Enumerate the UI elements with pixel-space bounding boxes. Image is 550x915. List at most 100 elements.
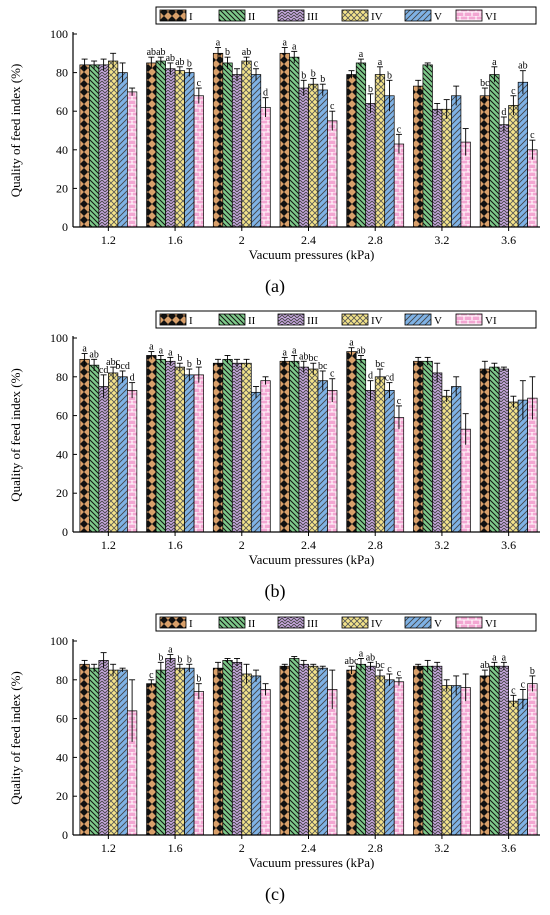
significance-label: b xyxy=(196,357,201,368)
significance-label: b xyxy=(187,59,192,70)
significance-label: a xyxy=(492,652,497,663)
bar xyxy=(193,95,204,228)
x-tick-label: 3.2 xyxy=(434,538,449,552)
legend: I II III IV V VI xyxy=(155,613,537,632)
legend-swatch xyxy=(218,616,246,629)
significance-label: bc xyxy=(318,361,328,372)
bar xyxy=(89,364,100,533)
bar xyxy=(346,669,357,836)
bar xyxy=(298,663,309,836)
bar xyxy=(250,391,262,533)
legend-label: VI xyxy=(485,618,497,630)
legend-swatch xyxy=(404,616,432,629)
y-axis-label: Quality of feed index (%) xyxy=(8,671,23,805)
bar xyxy=(117,376,128,533)
x-axis-label: Vacuum pressures (kPa) xyxy=(249,247,375,262)
legend-swatch xyxy=(159,9,187,22)
x-tick-label: 1.6 xyxy=(168,538,183,552)
significance-label: c xyxy=(397,124,402,135)
y-tick-label: 80 xyxy=(56,370,68,384)
significance-label: bc xyxy=(309,353,319,364)
y-tick-label: 20 xyxy=(56,486,68,500)
legend-swatch xyxy=(341,9,369,22)
x-tick-label: 1.2 xyxy=(101,233,116,247)
significance-label: a xyxy=(492,57,497,68)
significance-label: c xyxy=(197,78,202,89)
legend-swatch xyxy=(277,616,305,629)
significance-label: a xyxy=(292,345,297,356)
bar xyxy=(260,106,271,228)
bar xyxy=(89,64,100,228)
bar xyxy=(155,669,166,836)
bar xyxy=(384,679,395,836)
bar xyxy=(508,105,519,228)
legend-label: VI xyxy=(485,11,497,23)
bar xyxy=(222,62,233,228)
bar xyxy=(298,87,309,228)
bar xyxy=(250,675,262,836)
legend: I II III IV V VI xyxy=(155,6,537,25)
bar xyxy=(498,665,509,836)
bar xyxy=(365,390,376,533)
significance-label: ab xyxy=(166,53,175,64)
bar xyxy=(146,355,157,533)
significance-label: c xyxy=(511,685,516,696)
bar xyxy=(451,386,462,533)
panel-label: (a) xyxy=(265,276,285,297)
y-tick-label: 100 xyxy=(50,27,68,41)
y-tick-label: 0 xyxy=(62,828,68,842)
significance-label: ab xyxy=(89,349,98,360)
bar xyxy=(413,360,424,533)
significance-label: c xyxy=(521,680,526,691)
bar xyxy=(222,358,233,533)
bar xyxy=(260,689,271,836)
legend-swatch xyxy=(159,616,187,629)
bar xyxy=(212,667,224,836)
bar xyxy=(308,665,319,836)
bar xyxy=(289,360,300,533)
y-tick-label: 0 xyxy=(62,220,68,234)
bar xyxy=(241,60,252,228)
legend-label: II xyxy=(248,315,256,327)
bar xyxy=(279,665,290,836)
y-tick-label: 60 xyxy=(56,104,68,118)
bar xyxy=(365,103,376,228)
bar xyxy=(327,390,338,533)
significance-label: a xyxy=(359,49,364,60)
significance-label: ab xyxy=(175,57,184,68)
y-tick-label: 100 xyxy=(50,634,68,648)
y-tick-label: 100 xyxy=(50,331,68,345)
significance-label: b xyxy=(187,654,192,665)
x-tick-label: 1.2 xyxy=(101,538,116,552)
bar xyxy=(146,62,157,228)
bar xyxy=(127,91,138,228)
bar xyxy=(489,366,500,533)
bar xyxy=(460,687,471,836)
bar xyxy=(422,64,433,228)
bar xyxy=(393,681,405,836)
y-tick-label: 60 xyxy=(56,409,68,423)
bar xyxy=(422,360,433,533)
significance-label: a xyxy=(82,344,87,355)
bar xyxy=(184,374,195,533)
bar xyxy=(317,380,328,533)
bar xyxy=(250,74,262,228)
significance-label: b xyxy=(387,70,392,81)
bar xyxy=(451,685,462,836)
bar xyxy=(479,368,490,533)
y-tick-label: 40 xyxy=(56,447,68,461)
legend-swatch xyxy=(455,616,483,629)
legend-label: II xyxy=(248,11,256,23)
significance-label: bc xyxy=(375,359,385,370)
bar xyxy=(165,68,176,228)
bar xyxy=(298,366,309,533)
bar xyxy=(432,372,443,533)
bar xyxy=(193,374,204,533)
significance-label: c xyxy=(397,668,402,679)
significance-label: a xyxy=(168,645,173,656)
bar xyxy=(327,689,338,836)
significance-label: c xyxy=(149,670,154,681)
bar xyxy=(451,95,462,228)
y-tick-label: 20 xyxy=(56,181,68,195)
